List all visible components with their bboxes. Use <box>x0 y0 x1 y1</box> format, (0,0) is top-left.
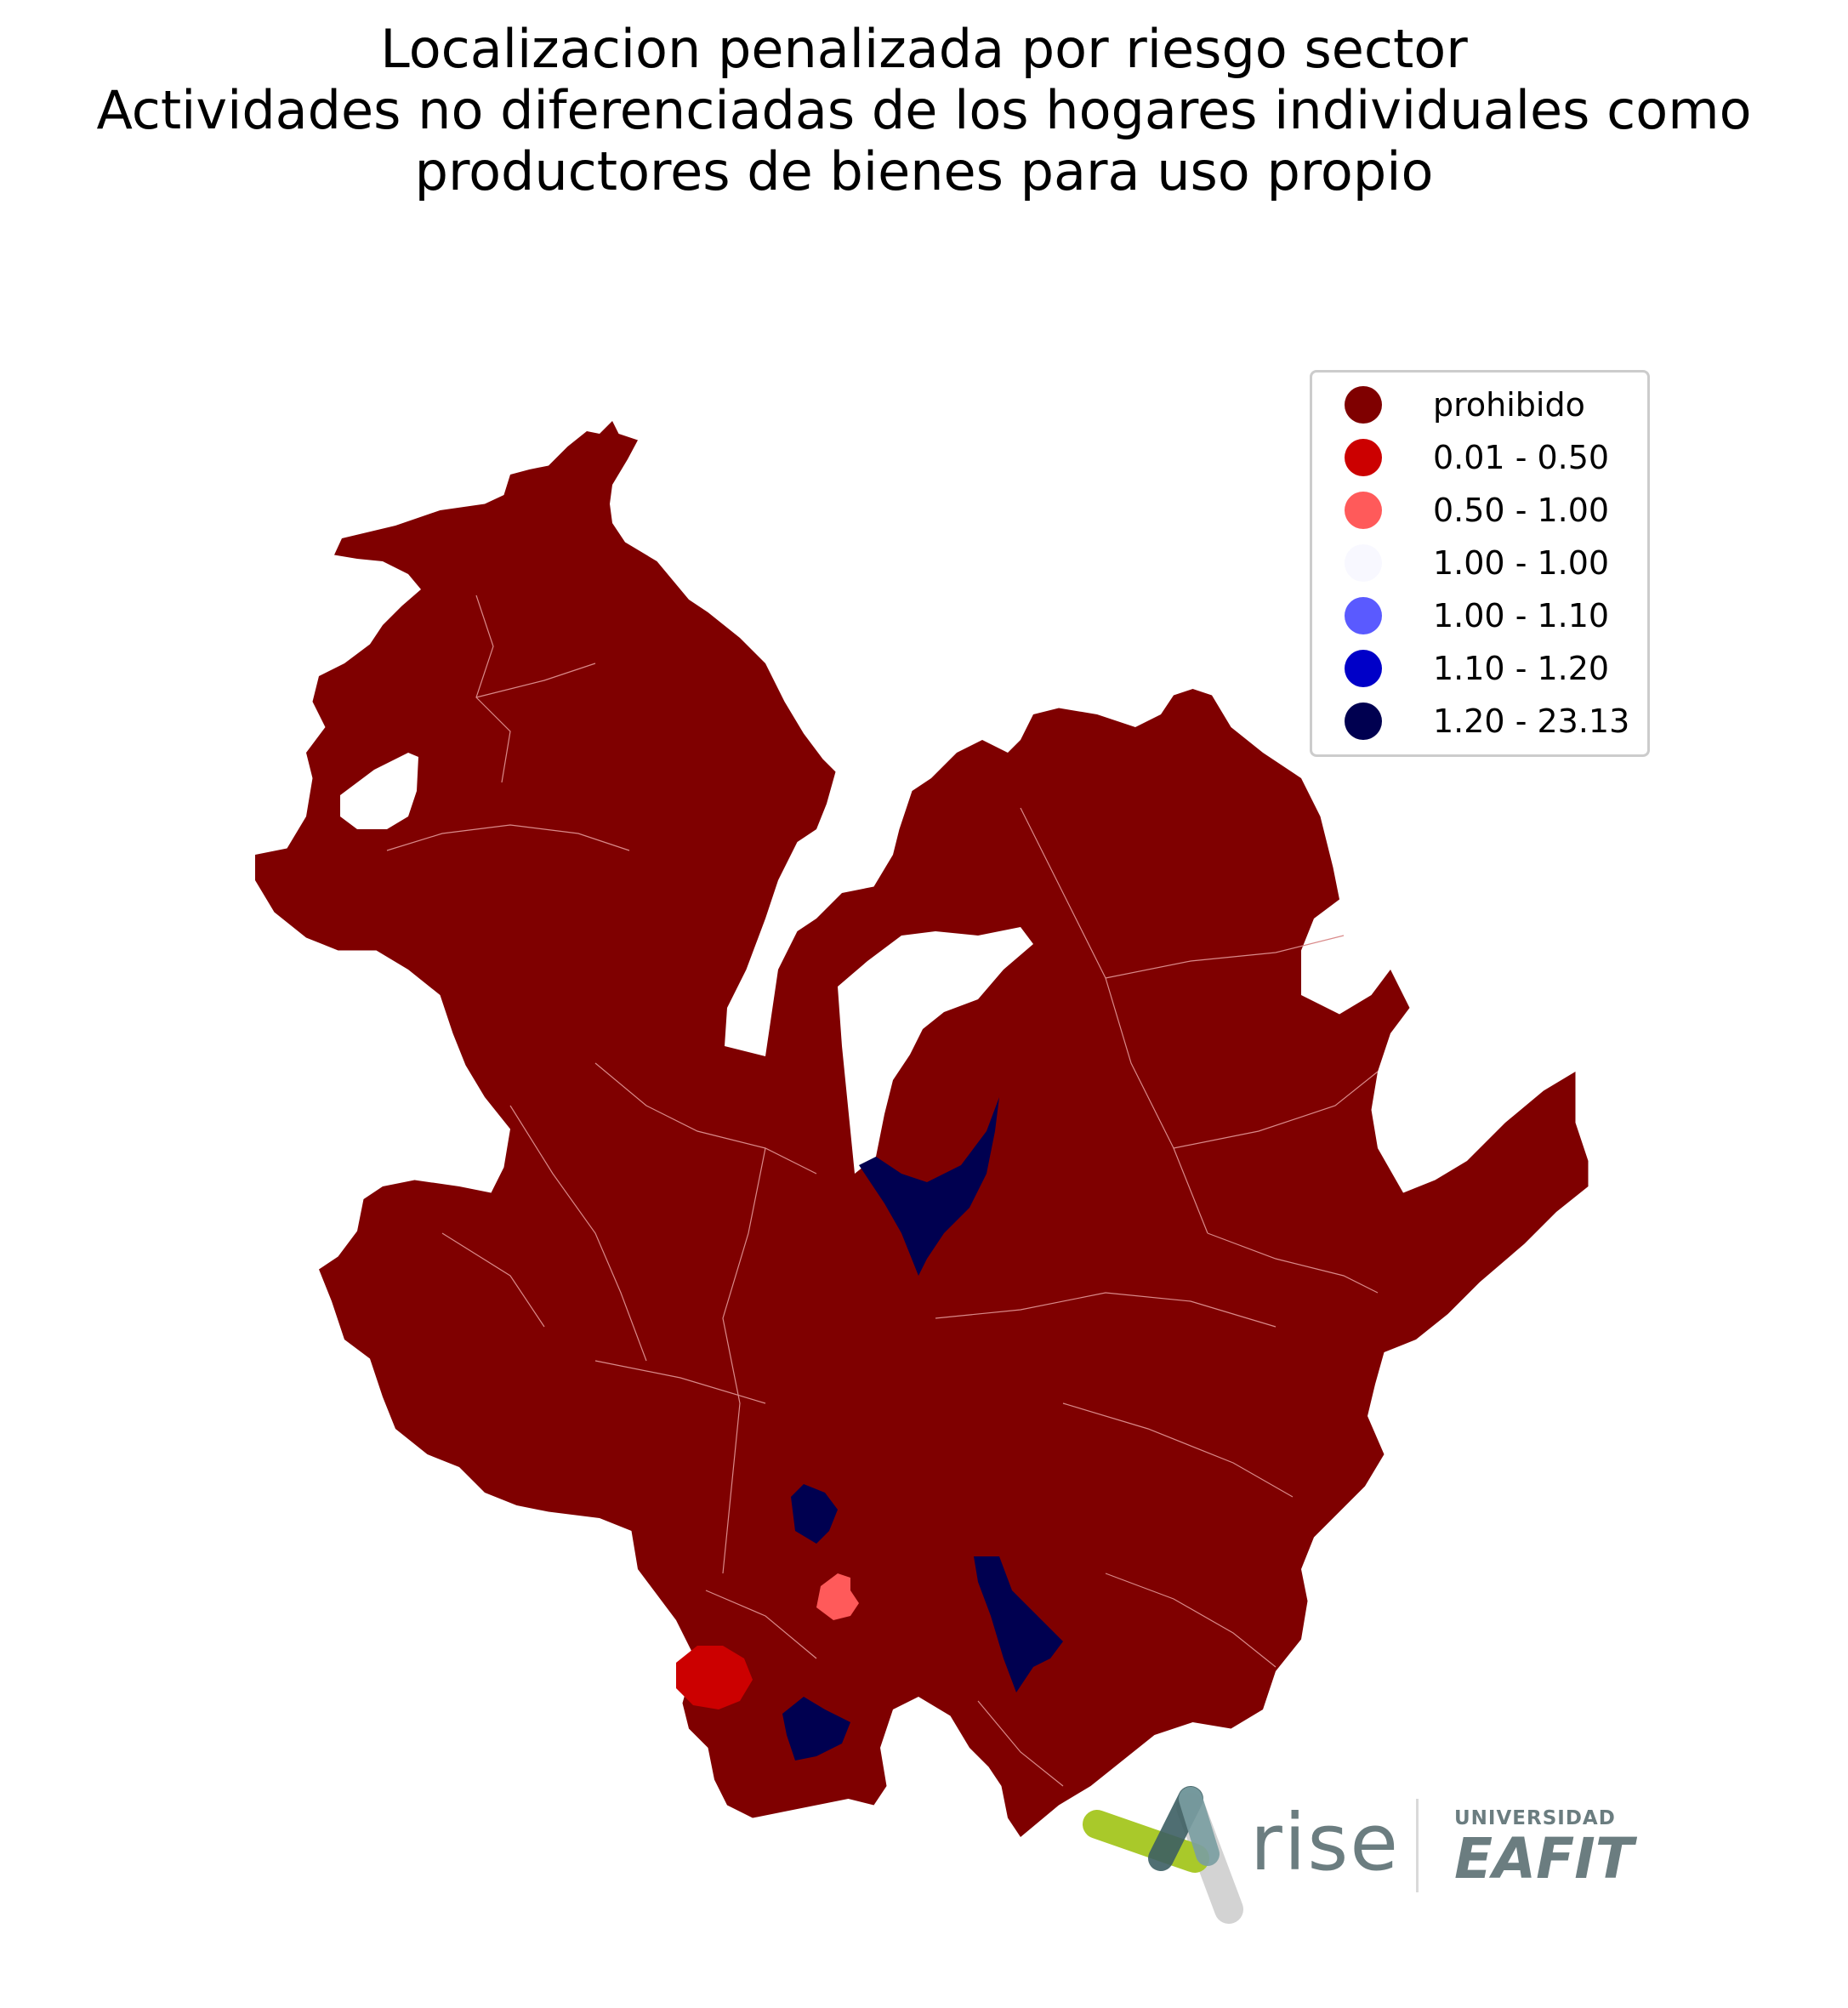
logos: rise UNIVERSIDAD EAFIT <box>1080 1782 1650 1935</box>
legend-swatch <box>1345 597 1382 634</box>
legend-label: prohibido <box>1433 386 1585 424</box>
legend-label: 0.01 - 0.50 <box>1433 439 1610 476</box>
lake-hole-center <box>838 927 1033 1174</box>
legend-item: 1.20 - 23.13 <box>1312 696 1629 747</box>
legend-swatch <box>1345 650 1382 687</box>
municipality-mid <box>816 1573 859 1620</box>
municipality-high-4 <box>782 1697 850 1761</box>
legend-item: 1.00 - 1.00 <box>1312 538 1609 589</box>
legend-swatch <box>1345 492 1382 529</box>
legend-label: 1.00 - 1.00 <box>1433 544 1610 582</box>
legend-item: 1.10 - 1.20 <box>1312 643 1609 694</box>
legend-item: 0.50 - 1.00 <box>1312 485 1609 536</box>
legend-label: 1.20 - 23.13 <box>1433 703 1630 740</box>
legend-swatch <box>1345 703 1382 740</box>
municipality-high-3 <box>974 1556 1063 1692</box>
municipality-high-2 <box>791 1484 838 1544</box>
title-line-2: Actividades no diferenciadas de los hoga… <box>96 79 1752 141</box>
municipal-borders <box>386 594 1379 1787</box>
rise-logo-icon <box>1083 1786 1243 1924</box>
department-shape <box>255 421 1589 1837</box>
legend-swatch <box>1345 386 1382 424</box>
title-line-3: productores de bienes para uso propio <box>414 140 1434 202</box>
legend-item: 1.00 - 1.10 <box>1312 590 1609 641</box>
legend-swatch <box>1345 544 1382 582</box>
legend-label: 1.00 - 1.10 <box>1433 597 1610 634</box>
map-title: Localizacion penalizada por riesgo secto… <box>0 19 1848 202</box>
eafit-wordmark: EAFIT <box>1454 1826 1634 1891</box>
logo-divider <box>1416 1799 1419 1892</box>
municipality-high-1 <box>859 1097 999 1276</box>
legend: prohibido 0.01 - 0.50 0.50 - 1.00 1.00 -… <box>1310 370 1650 757</box>
legend-swatch <box>1345 439 1382 476</box>
university-label: UNIVERSIDAD <box>1454 1807 1616 1829</box>
title-line-1: Localizacion penalizada por riesgo secto… <box>380 18 1468 80</box>
rise-wordmark: rise <box>1250 1797 1400 1888</box>
legend-item: 0.01 - 0.50 <box>1312 432 1609 483</box>
lake-hole-north <box>340 753 418 829</box>
municipality-low <box>676 1646 753 1709</box>
legend-item: prohibido <box>1312 379 1585 430</box>
legend-label: 1.10 - 1.20 <box>1433 650 1610 687</box>
legend-label: 0.50 - 1.00 <box>1433 492 1610 529</box>
